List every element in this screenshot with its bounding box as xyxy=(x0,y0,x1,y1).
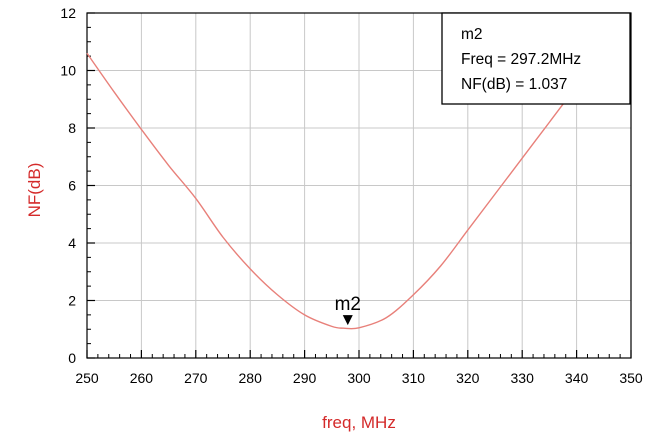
y-axis-label: NF(dB) xyxy=(25,163,44,218)
y-axis-ticks: 0 2 4 6 8 10 12 xyxy=(60,5,95,366)
y-tick-label: 10 xyxy=(60,63,76,79)
marker-readout-frame xyxy=(441,12,631,105)
series-group xyxy=(86,52,595,330)
x-tick-label: 280 xyxy=(239,370,263,386)
x-tick-label: 290 xyxy=(293,370,317,386)
x-tick-label: 300 xyxy=(347,370,371,386)
marker-triangle-icon xyxy=(342,315,353,326)
x-axis-ticks: 250 260 270 280 290 300 310 320 330 340 350 xyxy=(75,350,643,386)
marker-label: m2 xyxy=(335,294,361,315)
x-tick-label: 330 xyxy=(511,370,535,386)
marker-readout-freq: Freq = 297.2MHz xyxy=(461,51,581,68)
x-tick-label: 310 xyxy=(402,370,426,386)
x-axis-label: freq, MHz xyxy=(322,413,396,432)
y-tick-label: 6 xyxy=(68,178,76,194)
marker-readout-box: m2 Freq = 297.2MHz NF(dB) = 1.037 xyxy=(441,12,631,105)
x-tick-label: 350 xyxy=(619,370,643,386)
marker-group: m2 xyxy=(335,294,361,326)
y-tick-label: 12 xyxy=(60,5,76,21)
marker-readout-name: m2 xyxy=(461,26,483,43)
y-tick-label: 2 xyxy=(68,293,76,309)
y-tick-label: 4 xyxy=(68,235,76,251)
x-tick-label: 260 xyxy=(130,370,154,386)
y-tick-label: 8 xyxy=(68,120,76,136)
y-tick-label: 0 xyxy=(68,350,76,366)
nf-series-line xyxy=(86,52,595,330)
x-tick-label: 320 xyxy=(456,370,480,386)
x-tick-label: 270 xyxy=(184,370,208,386)
marker-readout-nf: NF(dB) = 1.037 xyxy=(461,76,567,93)
x-tick-label: 340 xyxy=(565,370,589,386)
x-tick-label: 250 xyxy=(75,370,99,386)
